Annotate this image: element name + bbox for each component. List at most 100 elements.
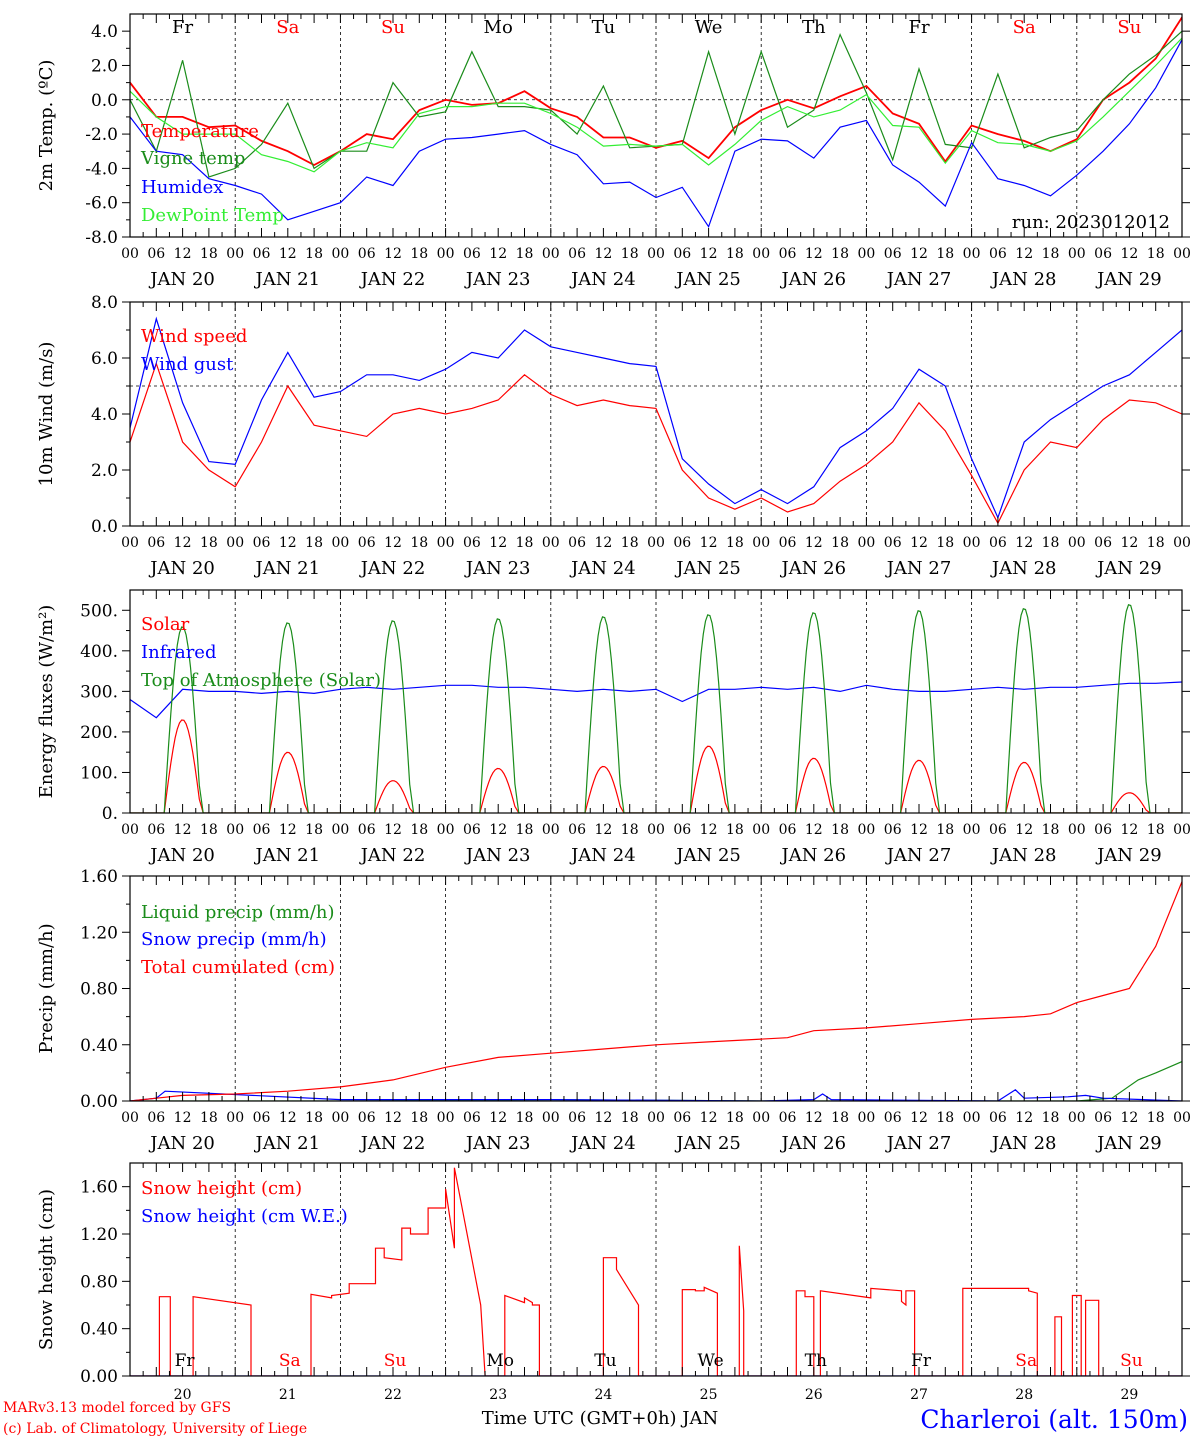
hour-label: 18 <box>516 535 534 551</box>
date-label: JAN 24 <box>569 1133 636 1154</box>
hour-label: 18 <box>831 535 849 551</box>
date-label: JAN 23 <box>464 558 531 579</box>
date-label: JAN 27 <box>885 269 952 290</box>
hour-label: 06 <box>568 822 586 838</box>
y-axis-label: Snow height (cm) <box>36 1189 57 1350</box>
hour-label: 12 <box>384 535 402 551</box>
hour-label: 18 <box>831 822 849 838</box>
hour-label: 00 <box>963 535 981 551</box>
day-number-label: 20 <box>174 1387 192 1403</box>
date-label: JAN 21 <box>254 558 321 579</box>
hour-label: 00 <box>1173 535 1191 551</box>
hour-label: 00 <box>437 535 455 551</box>
x-axis-title: Time UTC (GMT+0h) JAN <box>482 1408 719 1429</box>
hour-label: 12 <box>1015 1110 1033 1126</box>
y-tick-label: 0.00 <box>80 1367 118 1387</box>
day-number-label: 26 <box>805 1387 823 1403</box>
hour-label: 06 <box>463 535 481 551</box>
hour-label: 06 <box>884 822 902 838</box>
hour-label: 00 <box>1068 1110 1086 1126</box>
date-label: JAN 27 <box>885 558 952 579</box>
hour-label: 18 <box>410 822 428 838</box>
hour-label: 00 <box>1173 246 1191 262</box>
hour-label: 06 <box>568 246 586 262</box>
hour-label: 12 <box>384 246 402 262</box>
date-label: JAN 28 <box>990 1133 1057 1154</box>
y-axis-label: 2m Temp. (ºC) <box>36 60 57 192</box>
hour-label: 00 <box>647 1110 665 1126</box>
y-tick-label: 0.40 <box>80 1036 118 1056</box>
y-tick-label: 0.0 <box>91 91 118 111</box>
hour-label: 18 <box>305 1110 323 1126</box>
hour-label: 06 <box>989 1110 1007 1126</box>
y-tick-label: 0.0 <box>91 517 118 537</box>
hour-label: 00 <box>331 1110 349 1126</box>
y-tick-label: 500. <box>80 601 118 621</box>
day-number-label: 29 <box>1120 1387 1138 1403</box>
hour-label: 06 <box>779 822 797 838</box>
date-label: JAN 25 <box>674 845 741 866</box>
hour-label: 12 <box>1120 822 1138 838</box>
y-axis-label: Energy fluxes (W/m²) <box>36 605 57 799</box>
hour-label: 12 <box>1015 822 1033 838</box>
hour-label: 00 <box>857 246 875 262</box>
hour-label: 06 <box>568 535 586 551</box>
hour-label: 12 <box>174 822 192 838</box>
hour-label: 00 <box>963 1110 981 1126</box>
y-tick-label: -8.0 <box>85 228 118 248</box>
hour-label: 18 <box>831 246 849 262</box>
hour-label: 06 <box>147 246 165 262</box>
hour-label: 12 <box>1120 1110 1138 1126</box>
weekday-label-bottom: Su <box>384 1351 407 1371</box>
hour-label: 18 <box>726 822 744 838</box>
hour-label: 00 <box>331 246 349 262</box>
hour-label: 18 <box>305 822 323 838</box>
y-axis-label: 10m Wind (m/s) <box>36 342 57 487</box>
hour-label: 12 <box>1120 246 1138 262</box>
date-label: JAN 26 <box>780 558 847 579</box>
panel-4: 1.60 1.20 0.80 0.40 0.00 Precip (mm/h) 00 06 12 1… <box>36 867 1191 1154</box>
hour-label: 06 <box>779 1110 797 1126</box>
hour-label: 06 <box>358 822 376 838</box>
series-line-0 <box>130 16 1182 167</box>
hour-label: 00 <box>752 822 770 838</box>
hour-label: 12 <box>594 246 612 262</box>
run-label: run: 2023012012 <box>1012 212 1170 233</box>
hour-label: 06 <box>1094 822 1112 838</box>
date-label: JAN 28 <box>990 845 1057 866</box>
hour-label: 12 <box>489 535 507 551</box>
hour-label: 12 <box>805 1110 823 1126</box>
hour-label: 18 <box>936 822 954 838</box>
hour-label: 00 <box>226 535 244 551</box>
hour-label: 12 <box>805 822 823 838</box>
series-group <box>130 16 1182 229</box>
legend-entry: Solar <box>141 614 190 635</box>
panel-1: 4.0 2.0 0.0 -2.0 -4.0 -6.0 -8.0 2m Temp. (ºC) 00… <box>36 13 1191 290</box>
plot-frame <box>129 301 1183 527</box>
date-label: JAN 20 <box>148 269 215 290</box>
hour-label: 00 <box>121 246 139 262</box>
hour-label: 12 <box>384 822 402 838</box>
series-line-1 <box>130 681 1182 719</box>
hour-label: 12 <box>1015 535 1033 551</box>
y-tick-label: 6.0 <box>91 349 118 369</box>
weekday-label-bottom: Fr <box>175 1351 196 1371</box>
y-tick-label: 0.80 <box>80 1272 118 1292</box>
date-label: JAN 22 <box>359 558 426 579</box>
date-label: JAN 20 <box>148 558 215 579</box>
legend-entry: DewPoint Temp <box>141 205 284 226</box>
hour-label: 18 <box>1042 246 1060 262</box>
hour-label: 18 <box>936 246 954 262</box>
hour-label: 12 <box>594 535 612 551</box>
panel-5: 1.60 1.20 0.80 0.40 0.00 Snow height (cm) Snow… <box>36 1162 1190 1387</box>
weekday-label-bottom: Mo <box>486 1351 514 1371</box>
day-number-label: 21 <box>279 1387 297 1403</box>
hour-label: 00 <box>226 1110 244 1126</box>
hour-label: 18 <box>305 535 323 551</box>
date-label: JAN 21 <box>254 269 321 290</box>
date-label: JAN 26 <box>780 1133 847 1154</box>
weekday-label: Tu <box>592 17 616 38</box>
hour-label: 06 <box>884 535 902 551</box>
hour-label: 18 <box>200 822 218 838</box>
